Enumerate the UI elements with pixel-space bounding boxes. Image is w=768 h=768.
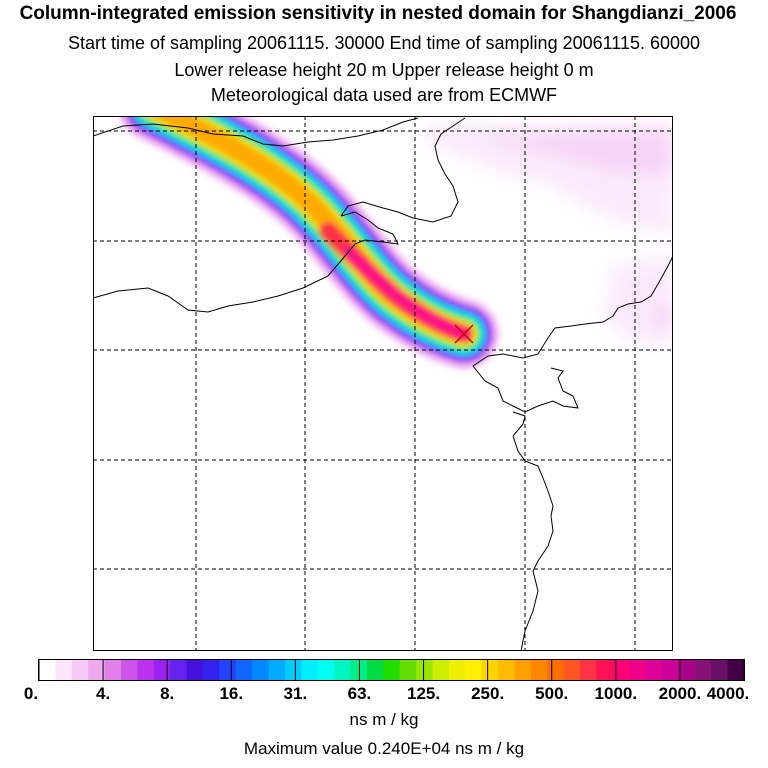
colorbar-cell <box>694 660 712 680</box>
colorbar-tick-label: 1000. <box>594 684 638 703</box>
map-frame <box>93 116 673 651</box>
emission-plume <box>119 116 499 369</box>
colorbar-cell <box>153 660 171 680</box>
colorbar-cell <box>120 660 138 680</box>
maximum-value: Maximum value 0.240E+04 ns m / kg <box>243 739 525 758</box>
colorbar-cell <box>350 660 368 680</box>
plot-title: Column-integrated emission sensitivity i… <box>19 3 737 24</box>
colorbar-tick-label: 31. <box>283 684 308 703</box>
colorbar-cell <box>727 660 745 680</box>
colorbar-tick-label: 4. <box>95 684 111 703</box>
colorbar-cell <box>284 660 302 680</box>
colorbar-cell <box>580 660 598 680</box>
colorbar-cell <box>71 660 89 680</box>
plume-band-magenta <box>343 246 469 339</box>
colorbar-cell <box>39 660 56 680</box>
colorbar-cell <box>563 660 581 680</box>
colorbar-cell <box>465 660 483 680</box>
colorbar-tick-label: 0. <box>23 684 39 703</box>
colorbar-tick-label: 250. <box>471 684 505 703</box>
colorbar-ticks <box>38 660 745 680</box>
colorbar-tick-label: 63. <box>347 684 372 703</box>
colorbar-cell <box>202 660 220 680</box>
faint-sensitivity-region <box>423 121 673 346</box>
colorbar-cell <box>88 660 106 680</box>
colorbar-cell <box>416 660 434 680</box>
colorbar-tick-label: 16. <box>219 684 244 703</box>
colorbar-cell <box>514 660 532 680</box>
colorbar-cell <box>55 660 73 680</box>
colorbar-cell <box>645 660 663 680</box>
colorbar-tick-label: 4000. <box>706 684 750 703</box>
colorbar-tick-label: 8. <box>160 684 175 703</box>
release-site-marker <box>454 324 474 344</box>
colorbar-cell <box>678 660 696 680</box>
colorbar-cell <box>399 660 417 680</box>
colorbar-cell <box>711 660 729 680</box>
meteo-source: Meteorological data used are from ECMWF <box>210 85 558 105</box>
colorbar-units: ns m / kg <box>349 710 419 729</box>
colorbar-cell <box>547 660 565 680</box>
colorbar-frame <box>38 659 745 681</box>
colorbar-tick-label: 125. <box>406 684 441 703</box>
colorbar-cell <box>104 660 122 680</box>
coastlines <box>93 117 673 651</box>
colorbar-cell <box>432 660 450 680</box>
colorbar-cell <box>301 660 319 680</box>
colorbar-cell <box>383 660 401 680</box>
colorbar-cell <box>530 660 548 680</box>
colorbar-cell <box>137 660 155 680</box>
colorbar-cell <box>629 660 647 680</box>
colorbar-cell <box>252 660 270 680</box>
colorbar-cell <box>268 660 286 680</box>
colorbar-tick-label: 2000. <box>658 684 702 703</box>
colorbar-cell <box>186 660 204 680</box>
colorbar-cells <box>39 660 745 680</box>
map-panel <box>93 116 673 651</box>
colorbar-cell <box>612 660 630 680</box>
colorbar-cell <box>334 660 352 680</box>
colorbar-cell <box>596 660 614 680</box>
sampling-times: Start time of sampling 20061115. 30000 E… <box>67 33 701 53</box>
colorbar-cell <box>448 660 466 680</box>
colorbar-cell <box>481 660 499 680</box>
colorbar-cell <box>498 660 516 680</box>
map-background <box>93 116 673 651</box>
colorbar-cell <box>235 660 253 680</box>
colorbar-tick-label: 500. <box>535 684 569 703</box>
colorbar-cell <box>317 660 335 680</box>
colorbar-cell <box>219 660 237 680</box>
lat-lon-grid <box>93 116 673 651</box>
colorbar-cell <box>366 660 384 680</box>
colorbar-cell <box>170 660 188 680</box>
release-heights: Lower release height 20 m Upper release … <box>174 60 594 80</box>
colorbar-cell <box>662 660 680 680</box>
